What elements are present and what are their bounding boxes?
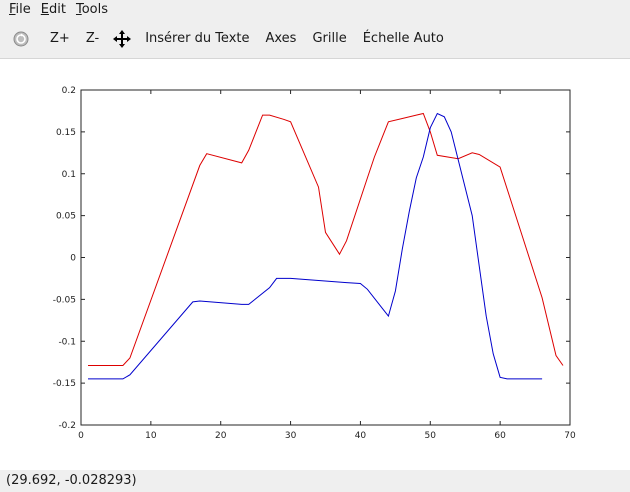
x-tick-label: 40 <box>355 431 367 441</box>
autoscale-button[interactable]: Échelle Auto <box>362 31 444 46</box>
series-layer <box>88 112 564 380</box>
plot-canvas[interactable]: 0 10 20 30 40 50 60 70 -0.2 -0.15 -0.1 -0.05 0 0.05 0.… <box>0 59 630 470</box>
zoom-out-button[interactable]: Z- <box>85 31 100 46</box>
menu-file[interactable]: File <box>0 0 36 20</box>
y-tick-label: -0.15 <box>53 379 76 389</box>
plot-axes-box <box>80 89 571 426</box>
menu-tools-mnemonic: T <box>75 2 82 17</box>
y-tick-label: 0 <box>70 254 76 264</box>
y-tick-label: -0.2 <box>58 421 76 431</box>
y-tick-label: 0.05 <box>56 212 76 222</box>
menu-tools-rest: ools <box>81 2 108 17</box>
status-bar: (29.692, -0.028293) <box>0 470 630 492</box>
axes-button[interactable]: Axes <box>265 31 297 46</box>
cursor-coordinates: (29.692, -0.028293) <box>6 473 137 488</box>
axis-ticks: 0 10 20 30 40 50 60 70 -0.2 -0.15 -0.1 -0.05 0 0.05 0.… <box>53 86 576 441</box>
zoom-in-button[interactable]: Z+ <box>50 31 70 46</box>
rotate-icon <box>13 31 29 47</box>
menu-edit-rest: dit <box>49 2 66 17</box>
y-tick-label: 0.2 <box>62 86 76 96</box>
rotate-button[interactable] <box>6 20 36 58</box>
insert-text-button[interactable]: Insérer du Texte <box>145 31 250 46</box>
x-tick-label: 60 <box>494 431 506 441</box>
toolbar: Z+ Z- Insérer du Texte Axes Grille Échel… <box>0 20 630 59</box>
series-blue-line <box>88 112 543 380</box>
menu-tools[interactable]: Tools <box>71 0 113 20</box>
pan-icon <box>113 30 132 48</box>
x-tick-label: 10 <box>145 431 157 441</box>
line-chart: 0 10 20 30 40 50 60 70 -0.2 -0.15 -0.1 -0.05 0 0.05 0.… <box>53 86 576 441</box>
x-tick-label: 20 <box>215 431 227 441</box>
menu-file-rest: ile <box>15 2 31 17</box>
menu-edit[interactable]: Edit <box>36 0 71 20</box>
x-tick-label: 30 <box>285 431 297 441</box>
menu-bar: File Edit Tools <box>0 0 630 20</box>
menu-edit-mnemonic: E <box>40 2 49 17</box>
x-tick-label: 50 <box>425 431 437 441</box>
grid-button[interactable]: Grille <box>312 31 347 46</box>
menu-file-mnemonic: F <box>9 2 16 17</box>
x-tick-label: 70 <box>564 431 576 441</box>
y-tick-label: -0.1 <box>58 337 76 347</box>
y-tick-label: 0.1 <box>62 170 76 180</box>
pan-button[interactable] <box>107 20 137 58</box>
y-tick-label: -0.05 <box>53 295 76 305</box>
y-tick-label: 0.15 <box>56 128 76 138</box>
x-tick-label: 0 <box>78 431 84 441</box>
series-red-line <box>88 112 564 366</box>
